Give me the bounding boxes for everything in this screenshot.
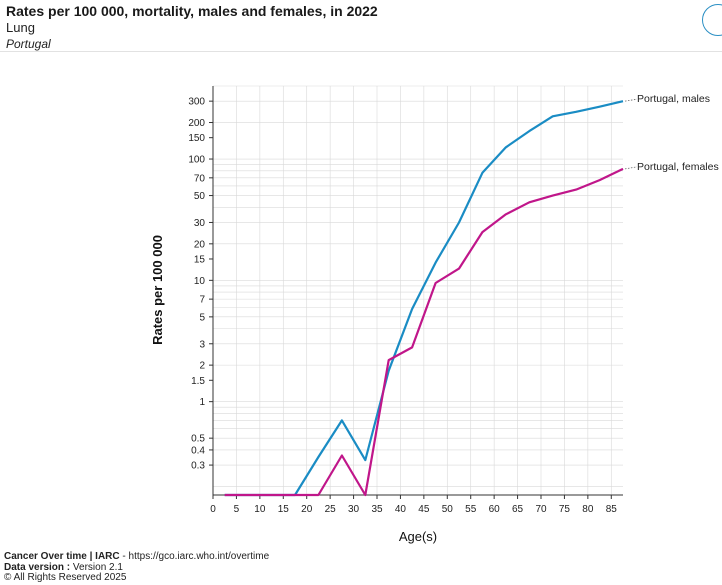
data-version-value: Version 2.1 bbox=[70, 561, 123, 573]
y-tick-label: 1.5 bbox=[191, 376, 205, 387]
y-tick-label: 0.3 bbox=[191, 461, 205, 472]
y-tick-label: 50 bbox=[194, 191, 206, 202]
series-lines bbox=[224, 100, 624, 497]
x-tick-label: 25 bbox=[325, 504, 337, 515]
series-labels: Portugal, males Portugal, females bbox=[624, 93, 719, 173]
chart-title: Rates per 100 000, mortality, males and … bbox=[6, 3, 378, 19]
source-url[interactable]: - https://gco.iarc.who.int/overtime bbox=[119, 551, 270, 562]
y-tick-label: 30 bbox=[194, 218, 206, 229]
y-tick-label: 200 bbox=[188, 118, 205, 129]
copyright: © All Rights Reserved 2025 bbox=[4, 572, 127, 583]
label-leader bbox=[624, 166, 638, 170]
x-tick-label: 65 bbox=[512, 504, 524, 515]
x-tick-label: 40 bbox=[395, 504, 407, 515]
x-tick-label: 10 bbox=[254, 504, 266, 515]
y-tick-label: 15 bbox=[194, 254, 206, 265]
series-label-females: Portugal, females bbox=[637, 161, 719, 173]
y-tick-label: 300 bbox=[188, 97, 205, 108]
x-tick-label: 85 bbox=[606, 504, 618, 515]
x-tick-label: 70 bbox=[535, 504, 547, 515]
x-tick-label: 55 bbox=[465, 504, 477, 515]
x-tick-label: 60 bbox=[489, 504, 501, 515]
label-leader bbox=[624, 98, 638, 102]
chart-header: Rates per 100 000, mortality, males and … bbox=[6, 3, 378, 51]
x-axis-label: Age(s) bbox=[399, 529, 437, 544]
y-tick-label: 0.4 bbox=[191, 445, 205, 456]
series-line-females[interactable] bbox=[224, 167, 624, 497]
y-tick-label: 70 bbox=[194, 173, 206, 184]
y-tick-label: 7 bbox=[199, 295, 205, 306]
x-tick-label: 50 bbox=[442, 504, 454, 515]
x-tick-label: 20 bbox=[301, 504, 313, 515]
x-tick-label: 80 bbox=[582, 504, 594, 515]
x-tick-label: 75 bbox=[559, 504, 571, 515]
series-label-males: Portugal, males bbox=[637, 93, 710, 105]
y-tick-label: 1 bbox=[199, 397, 205, 408]
y-tick-label: 2 bbox=[199, 361, 205, 372]
x-tick-label: 35 bbox=[371, 504, 383, 515]
y-axis-label: Rates per 100 000 bbox=[150, 235, 165, 345]
x-tick-label: 0 bbox=[210, 504, 216, 515]
header-divider bbox=[0, 51, 722, 52]
source-name: Cancer Over time | IARC bbox=[4, 551, 120, 562]
x-tick-label: 30 bbox=[348, 504, 360, 515]
x-tick-label: 45 bbox=[418, 504, 430, 515]
y-tick-label: 150 bbox=[188, 133, 205, 144]
y-tick-label: 20 bbox=[194, 239, 206, 250]
footer: Cancer Over time | IARC - https://gco.ia… bbox=[4, 551, 270, 584]
x-tick-label: 15 bbox=[278, 504, 290, 515]
population-name: Portugal bbox=[6, 37, 51, 51]
y-tick-label: 100 bbox=[188, 155, 205, 166]
y-tick-label: 5 bbox=[199, 312, 205, 323]
y-tick-label: 10 bbox=[194, 276, 206, 287]
grid-lines bbox=[212, 85, 623, 495]
data-version-label: Data version : bbox=[4, 561, 71, 573]
y-tick-label: 3 bbox=[199, 339, 205, 350]
y-tick-label: 0.5 bbox=[191, 434, 205, 445]
x-tick-label: 5 bbox=[234, 504, 240, 515]
cancer-site: Lung bbox=[6, 20, 35, 35]
axes: 0.30.40.511.5235710152030507010015020030… bbox=[188, 86, 623, 515]
